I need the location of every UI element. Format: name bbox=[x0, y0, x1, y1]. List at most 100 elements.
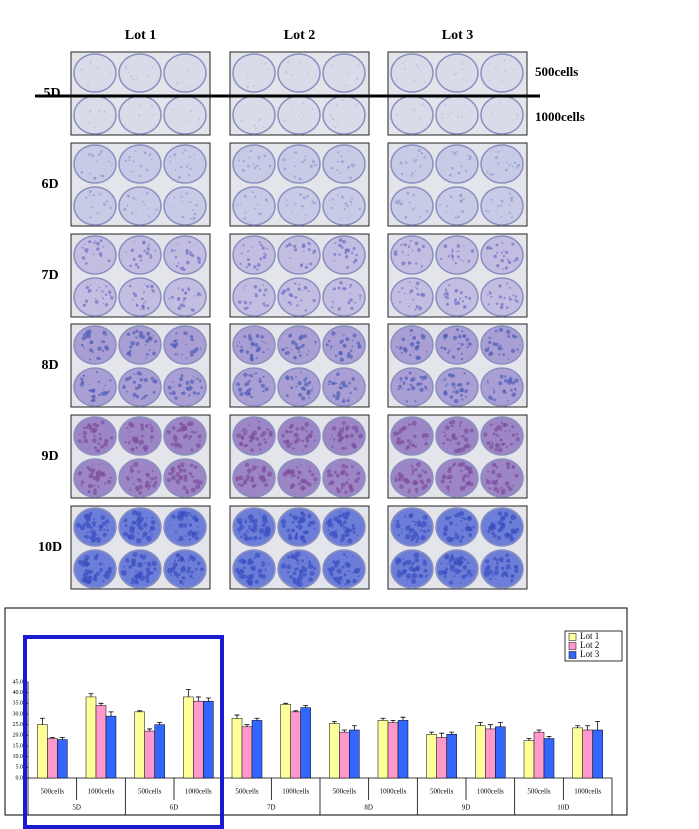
colony bbox=[142, 240, 146, 245]
colony bbox=[414, 400, 417, 403]
colony bbox=[443, 431, 446, 434]
colony bbox=[240, 119, 243, 122]
colony bbox=[250, 476, 254, 480]
colony bbox=[495, 210, 497, 212]
colony bbox=[297, 381, 302, 386]
error-bar bbox=[477, 722, 483, 726]
colony bbox=[424, 438, 427, 441]
well bbox=[480, 235, 524, 275]
colony bbox=[459, 539, 463, 543]
colony bbox=[121, 569, 127, 576]
colony bbox=[341, 195, 344, 199]
colony bbox=[460, 469, 463, 472]
colony bbox=[172, 380, 174, 383]
colony bbox=[150, 477, 155, 481]
colony bbox=[244, 301, 248, 305]
colony bbox=[464, 295, 468, 299]
colony bbox=[453, 514, 455, 516]
colony bbox=[511, 165, 514, 167]
colony bbox=[259, 212, 262, 216]
colony bbox=[460, 61, 464, 64]
colony bbox=[242, 63, 245, 65]
colony bbox=[497, 346, 502, 351]
colony bbox=[173, 153, 177, 157]
colony bbox=[412, 434, 417, 439]
colony bbox=[333, 470, 337, 474]
colony bbox=[286, 287, 291, 292]
colony bbox=[282, 158, 286, 162]
colony bbox=[249, 149, 253, 153]
colony bbox=[403, 67, 407, 71]
colony bbox=[300, 371, 302, 374]
colony bbox=[416, 342, 419, 345]
colony bbox=[261, 246, 265, 250]
colony bbox=[102, 302, 104, 305]
colony bbox=[401, 531, 404, 534]
colony bbox=[81, 246, 84, 249]
colony bbox=[466, 517, 470, 521]
colony bbox=[184, 535, 187, 537]
colony bbox=[91, 521, 97, 526]
colony bbox=[181, 354, 184, 356]
colony bbox=[408, 442, 412, 446]
colony bbox=[453, 386, 456, 389]
colony bbox=[445, 562, 448, 565]
colony bbox=[503, 511, 509, 517]
colony bbox=[421, 103, 424, 106]
colony bbox=[190, 571, 194, 574]
colony bbox=[190, 355, 192, 357]
colony bbox=[352, 260, 356, 264]
colony bbox=[505, 553, 509, 558]
colony bbox=[346, 399, 350, 403]
colony bbox=[452, 390, 454, 392]
colony bbox=[345, 472, 349, 477]
colony bbox=[136, 436, 139, 439]
colony bbox=[172, 562, 178, 568]
colony bbox=[135, 511, 142, 517]
y-tick-label: 20.0 bbox=[13, 733, 24, 739]
colony bbox=[446, 437, 450, 442]
colony bbox=[136, 478, 139, 481]
colony bbox=[80, 480, 85, 484]
colony bbox=[92, 491, 97, 496]
colony bbox=[96, 448, 101, 453]
colony bbox=[356, 78, 359, 81]
colony bbox=[198, 439, 202, 442]
colony bbox=[82, 303, 86, 307]
colony bbox=[400, 440, 405, 444]
colony bbox=[412, 480, 418, 486]
colony bbox=[307, 433, 312, 438]
colony bbox=[424, 385, 427, 389]
colony bbox=[311, 107, 314, 110]
colony bbox=[247, 558, 253, 564]
colony bbox=[138, 491, 143, 495]
colony bbox=[392, 431, 398, 437]
colony bbox=[128, 440, 131, 444]
colony bbox=[247, 250, 250, 253]
colony bbox=[457, 447, 462, 453]
colony bbox=[105, 525, 108, 527]
colony bbox=[80, 484, 83, 487]
colony bbox=[330, 566, 336, 572]
colony bbox=[466, 343, 468, 345]
colony bbox=[284, 439, 290, 444]
colony bbox=[101, 290, 104, 293]
colony bbox=[107, 479, 112, 484]
colony bbox=[508, 296, 511, 298]
colony bbox=[507, 258, 510, 261]
colony bbox=[85, 285, 89, 290]
colony bbox=[252, 465, 257, 470]
colony bbox=[514, 298, 516, 301]
colony bbox=[402, 478, 405, 481]
colony bbox=[492, 533, 497, 538]
colony bbox=[340, 339, 344, 343]
colony bbox=[458, 342, 460, 345]
colony bbox=[457, 250, 460, 252]
colony bbox=[350, 163, 354, 166]
colony bbox=[505, 574, 509, 578]
bar bbox=[290, 711, 301, 779]
colony bbox=[94, 300, 99, 304]
colony bbox=[425, 350, 428, 353]
colony bbox=[416, 292, 420, 296]
